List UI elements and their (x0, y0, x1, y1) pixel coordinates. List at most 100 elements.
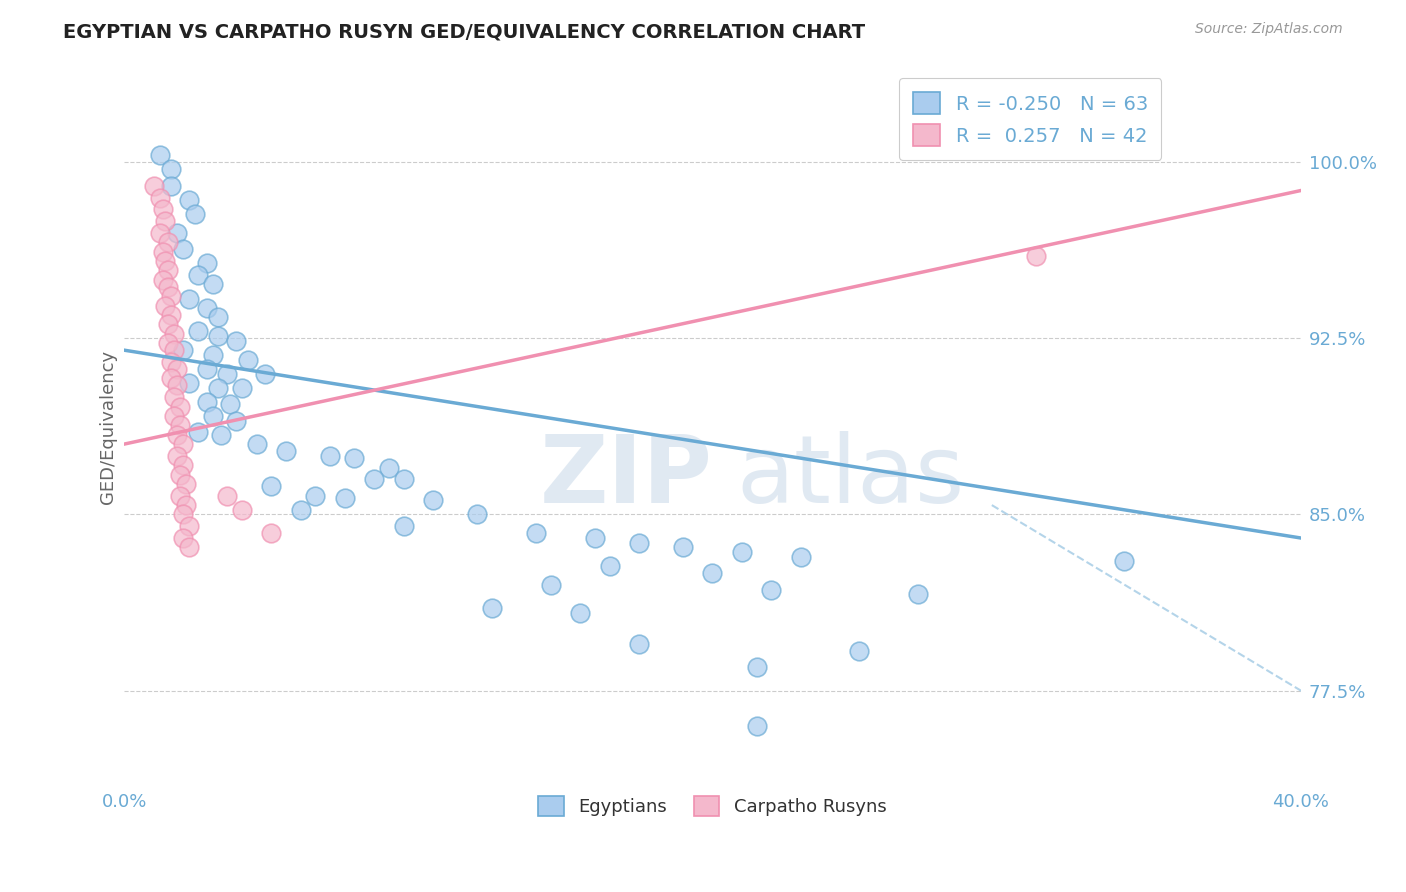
Point (177, 541, 200, 555)
Point (172, 508, 194, 522)
Point (304, 489, 326, 503)
Point (789, 549, 811, 564)
Point (166, 427, 188, 442)
Point (195, 394, 218, 409)
Point (1025, 249, 1047, 263)
Legend: Egyptians, Carpatho Rusyns: Egyptians, Carpatho Rusyns (530, 787, 896, 825)
Point (195, 301, 218, 315)
Point (155, 214, 177, 228)
Point (155, 299, 177, 313)
Point (201, 409, 224, 423)
Point (260, 479, 283, 493)
Point (481, 601, 503, 615)
Point (569, 606, 592, 620)
Point (274, 444, 297, 458)
Point (172, 242, 194, 256)
Point (540, 578, 562, 592)
Point (319, 449, 342, 463)
Point (157, 336, 180, 351)
Point (163, 326, 186, 341)
Point (160, 371, 183, 385)
Point (169, 467, 191, 482)
Point (172, 458, 194, 473)
Point (290, 503, 312, 517)
Point (157, 263, 180, 277)
Point (207, 329, 229, 343)
Point (217, 489, 239, 503)
Point (169, 489, 191, 503)
Point (160, 308, 183, 322)
Point (761, 582, 783, 597)
Point (155, 254, 177, 268)
Point (207, 381, 229, 395)
Point (174, 477, 197, 491)
Point (174, 498, 197, 512)
Point (152, 244, 174, 259)
Point (246, 437, 269, 451)
Point (177, 193, 200, 207)
Point (225, 334, 247, 348)
Text: EGYPTIAN VS CARPATHO RUSYN GED/EQUIVALENCY CORRELATION CHART: EGYPTIAN VS CARPATHO RUSYN GED/EQUIVALEN… (63, 22, 866, 41)
Point (177, 292, 200, 306)
Point (219, 397, 242, 411)
Point (163, 409, 186, 423)
Point (848, 643, 870, 657)
Point (225, 414, 247, 428)
Point (177, 519, 200, 533)
Point (172, 531, 194, 545)
Point (745, 660, 768, 674)
Text: ZIP: ZIP (540, 431, 713, 523)
Point (169, 400, 191, 414)
Point (260, 526, 283, 541)
Point (254, 367, 277, 381)
Point (157, 318, 180, 332)
Point (160, 355, 183, 369)
Point (378, 460, 401, 475)
Point (177, 376, 200, 390)
Point (152, 202, 174, 217)
Point (702, 566, 724, 581)
Point (160, 178, 183, 193)
Point (524, 526, 547, 541)
Text: atlas: atlas (735, 431, 965, 523)
Point (187, 268, 209, 282)
Point (149, 148, 172, 162)
Point (363, 472, 385, 486)
Point (392, 519, 415, 533)
Point (422, 493, 444, 508)
Point (187, 325, 209, 339)
Point (392, 472, 415, 486)
Point (195, 256, 218, 270)
Point (209, 427, 232, 442)
Point (163, 343, 186, 358)
Point (195, 362, 218, 376)
Point (184, 207, 207, 221)
Point (217, 367, 239, 381)
Point (672, 541, 695, 555)
Point (583, 531, 606, 545)
Point (172, 343, 194, 358)
Y-axis label: GED/Equivalency: GED/Equivalency (100, 350, 117, 504)
Point (152, 273, 174, 287)
Point (599, 559, 621, 574)
Point (201, 348, 224, 362)
Point (627, 637, 650, 651)
Point (231, 503, 253, 517)
Point (231, 381, 253, 395)
Point (236, 352, 259, 367)
Point (172, 437, 194, 451)
Point (201, 277, 224, 292)
Text: Source: ZipAtlas.com: Source: ZipAtlas.com (1195, 22, 1343, 37)
Point (627, 535, 650, 549)
Point (166, 378, 188, 392)
Point (160, 289, 183, 303)
Point (1114, 554, 1136, 568)
Point (157, 235, 180, 250)
Point (731, 545, 754, 559)
Point (157, 280, 180, 294)
Point (343, 451, 366, 466)
Point (149, 226, 172, 240)
Point (160, 162, 183, 177)
Point (166, 449, 188, 463)
Point (166, 362, 188, 376)
